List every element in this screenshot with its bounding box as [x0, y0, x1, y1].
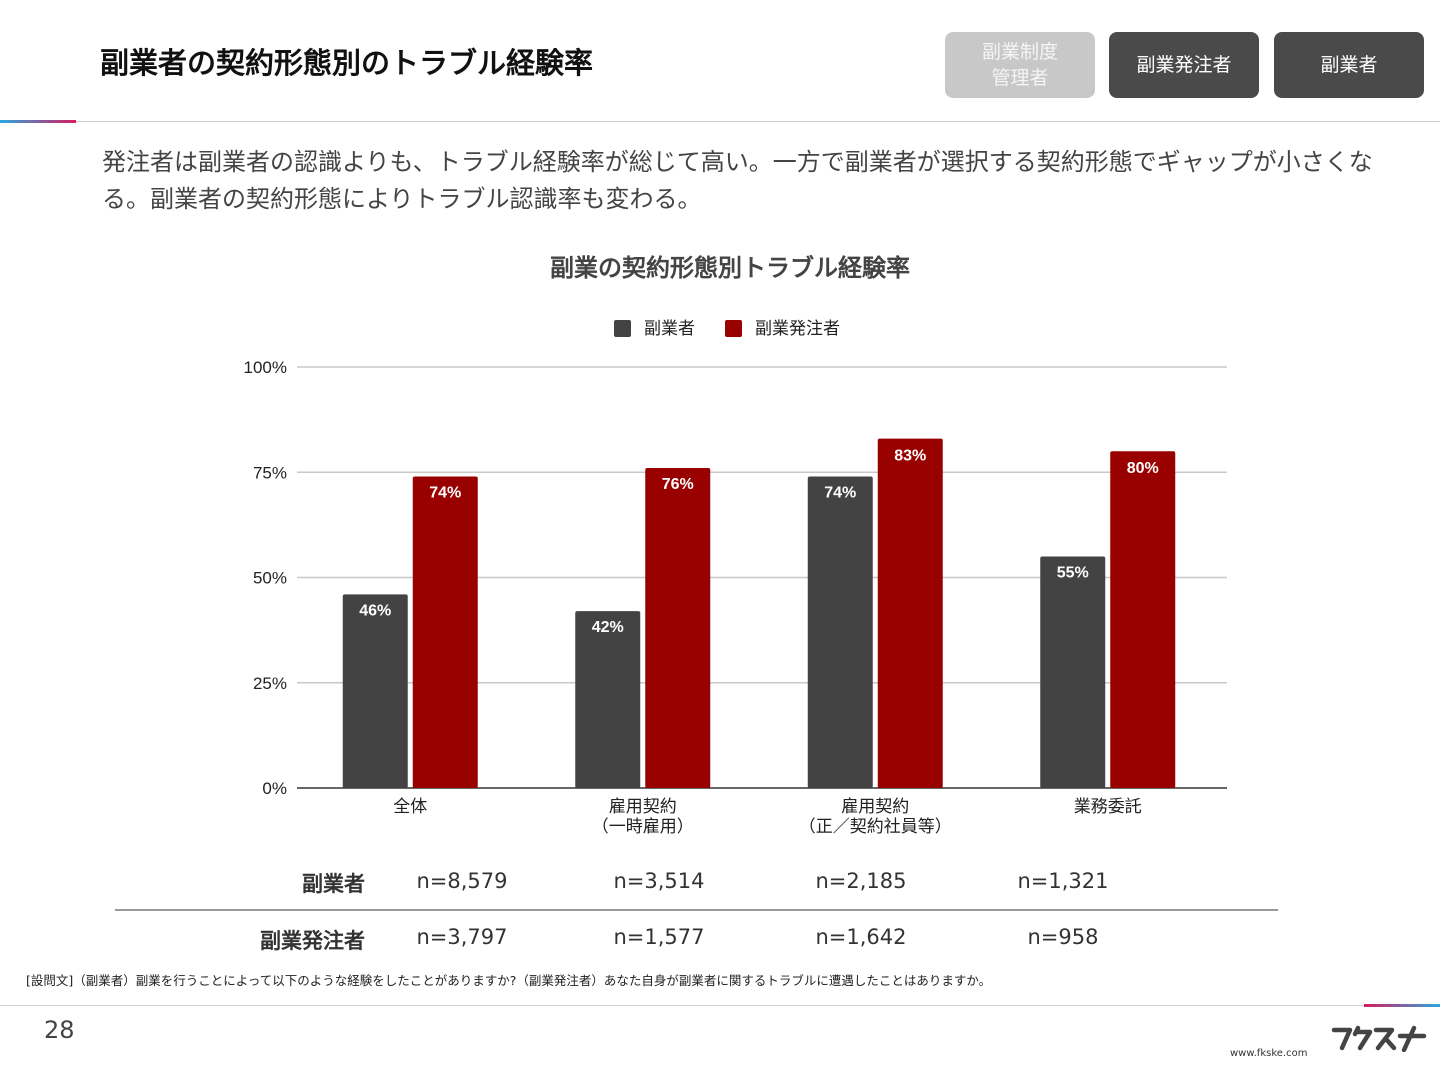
footer-divider — [0, 1005, 1440, 1006]
y-tick-label: 75% — [253, 463, 287, 482]
x-tick-label: 業務委託 — [1074, 797, 1142, 817]
bar — [877, 438, 943, 788]
legend-label: 副業者 — [644, 319, 695, 339]
legend-swatch — [614, 320, 631, 337]
site-url: www.fkske.com — [1230, 1048, 1308, 1059]
x-tick-label: 全体 — [393, 797, 427, 817]
bar — [1040, 556, 1106, 788]
tab-client[interactable]: 副業発注者 — [1109, 32, 1259, 98]
n-cell: n=2,185 — [815, 869, 907, 893]
bar — [412, 476, 478, 788]
header-divider — [0, 121, 1440, 122]
fukusuke-logo — [1331, 1025, 1427, 1052]
data-label: 55% — [1057, 564, 1089, 581]
data-label: 74% — [429, 484, 461, 501]
y-tick-label: 50% — [253, 569, 287, 588]
bar — [807, 476, 873, 788]
legend-label: 副業発注者 — [755, 319, 840, 339]
bar — [1110, 451, 1176, 788]
sample-table-divider — [115, 909, 1278, 911]
n-cell: n=1,321 — [1017, 869, 1109, 893]
bar — [575, 611, 641, 788]
footer-accent-bar — [1364, 1004, 1440, 1007]
x-tick-label: 雇用契約 — [841, 797, 909, 817]
legend-swatch — [725, 320, 742, 337]
y-tick-label: 0% — [262, 779, 287, 798]
n-cell: n=3,514 — [613, 869, 705, 893]
data-label: 80% — [1127, 460, 1159, 477]
tab-system-admin[interactable]: 副業制度 管理者 — [945, 32, 1095, 98]
data-label: 76% — [662, 476, 694, 493]
n-cell: n=1,642 — [815, 925, 907, 949]
footnote: [設問文]（副業者）副業を行うことによって以下のような経験をしたことがありますか… — [26, 973, 992, 988]
x-tick-label: （正／契約社員等） — [799, 817, 952, 837]
y-tick-label: 25% — [253, 674, 287, 693]
header-accent-bar — [0, 120, 76, 123]
bar — [342, 594, 408, 788]
n-row-label-client: 副業発注者 — [260, 929, 365, 953]
n-cell: n=8,579 — [416, 869, 508, 893]
chart-title: 副業の契約形態別トラブル経験率 — [550, 253, 910, 282]
x-tick-label: （一時雇用） — [592, 817, 694, 837]
y-tick-label: 100% — [244, 358, 287, 377]
data-label: 83% — [894, 448, 926, 465]
n-cell: n=1,577 — [613, 925, 705, 949]
page-number: 28 — [44, 1016, 75, 1044]
bar — [645, 468, 711, 788]
data-label: 46% — [359, 602, 391, 619]
n-cell: n=3,797 — [416, 925, 508, 949]
page-title: 副業者の契約形態別のトラブル経験率 — [100, 46, 594, 80]
lead-paragraph: 発注者は副業者の認識よりも、トラブル経験率が総じて高い。一方で副業者が選択する契… — [102, 148, 1373, 213]
data-label: 42% — [592, 619, 624, 636]
x-tick-label: 雇用契約 — [609, 797, 677, 817]
n-row-label-worker: 副業者 — [302, 872, 365, 896]
data-label: 74% — [824, 484, 856, 501]
n-cell: n=958 — [1027, 925, 1099, 949]
bar-chart: 0% 25% 50% 75% 100% 副業者 副業発注者 46% 74% 全体 42% 76% 雇用契… — [244, 319, 1227, 837]
tab-worker[interactable]: 副業者 — [1274, 32, 1424, 98]
